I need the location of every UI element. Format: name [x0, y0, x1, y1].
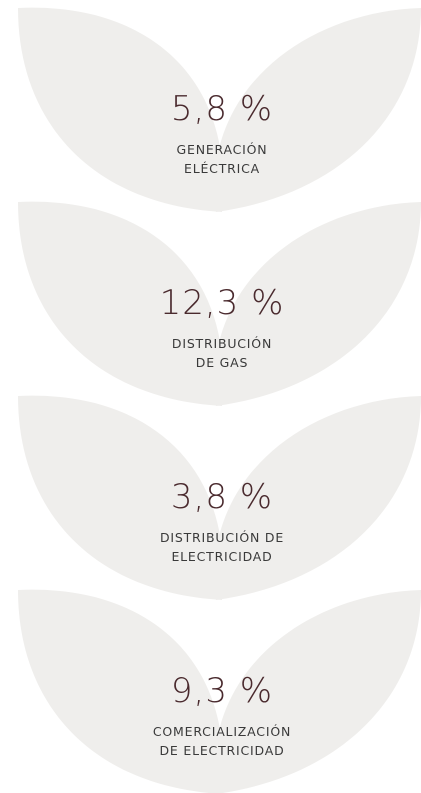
stat-label: COMERCIALIZACIÓN: [153, 724, 291, 739]
leaf-left: [18, 201, 224, 406]
stat-value: 5,8 %: [171, 89, 273, 129]
stat-card: 3,8 % DISTRIBUCIÓN DE ELECTRICIDAD: [18, 395, 421, 600]
leaf-right: [214, 202, 421, 406]
stat-value: 3,8 %: [171, 477, 273, 517]
leaf-right: [214, 590, 421, 793]
stat-value: 9,3 %: [171, 671, 273, 711]
stat-card: 9,3 % COMERCIALIZACIÓN DE ELECTRICIDAD: [18, 589, 421, 793]
stat-label: DE ELECTRICIDAD: [160, 743, 285, 758]
leaf-left: [18, 589, 224, 793]
leaf-left: [18, 7, 224, 213]
stat-label: GENERACIÓN: [177, 142, 268, 157]
leaf-right: [214, 396, 421, 600]
stat-label: ELECTRICIDAD: [171, 549, 272, 564]
stat-value: 12,3 %: [160, 283, 285, 323]
stat-label: ELÉCTRICA: [184, 161, 260, 176]
stat-label: DISTRIBUCIÓN DE: [160, 530, 284, 545]
leaf-right: [214, 8, 421, 212]
stat-card: 12,3 % DISTRIBUCIÓN DE GAS: [18, 201, 421, 406]
stat-card: 5,8 % GENERACIÓN ELÉCTRICA: [18, 7, 421, 213]
stat-label: DISTRIBUCIÓN: [172, 336, 272, 351]
stat-label: DE GAS: [196, 355, 248, 370]
leaf-left: [18, 395, 224, 600]
